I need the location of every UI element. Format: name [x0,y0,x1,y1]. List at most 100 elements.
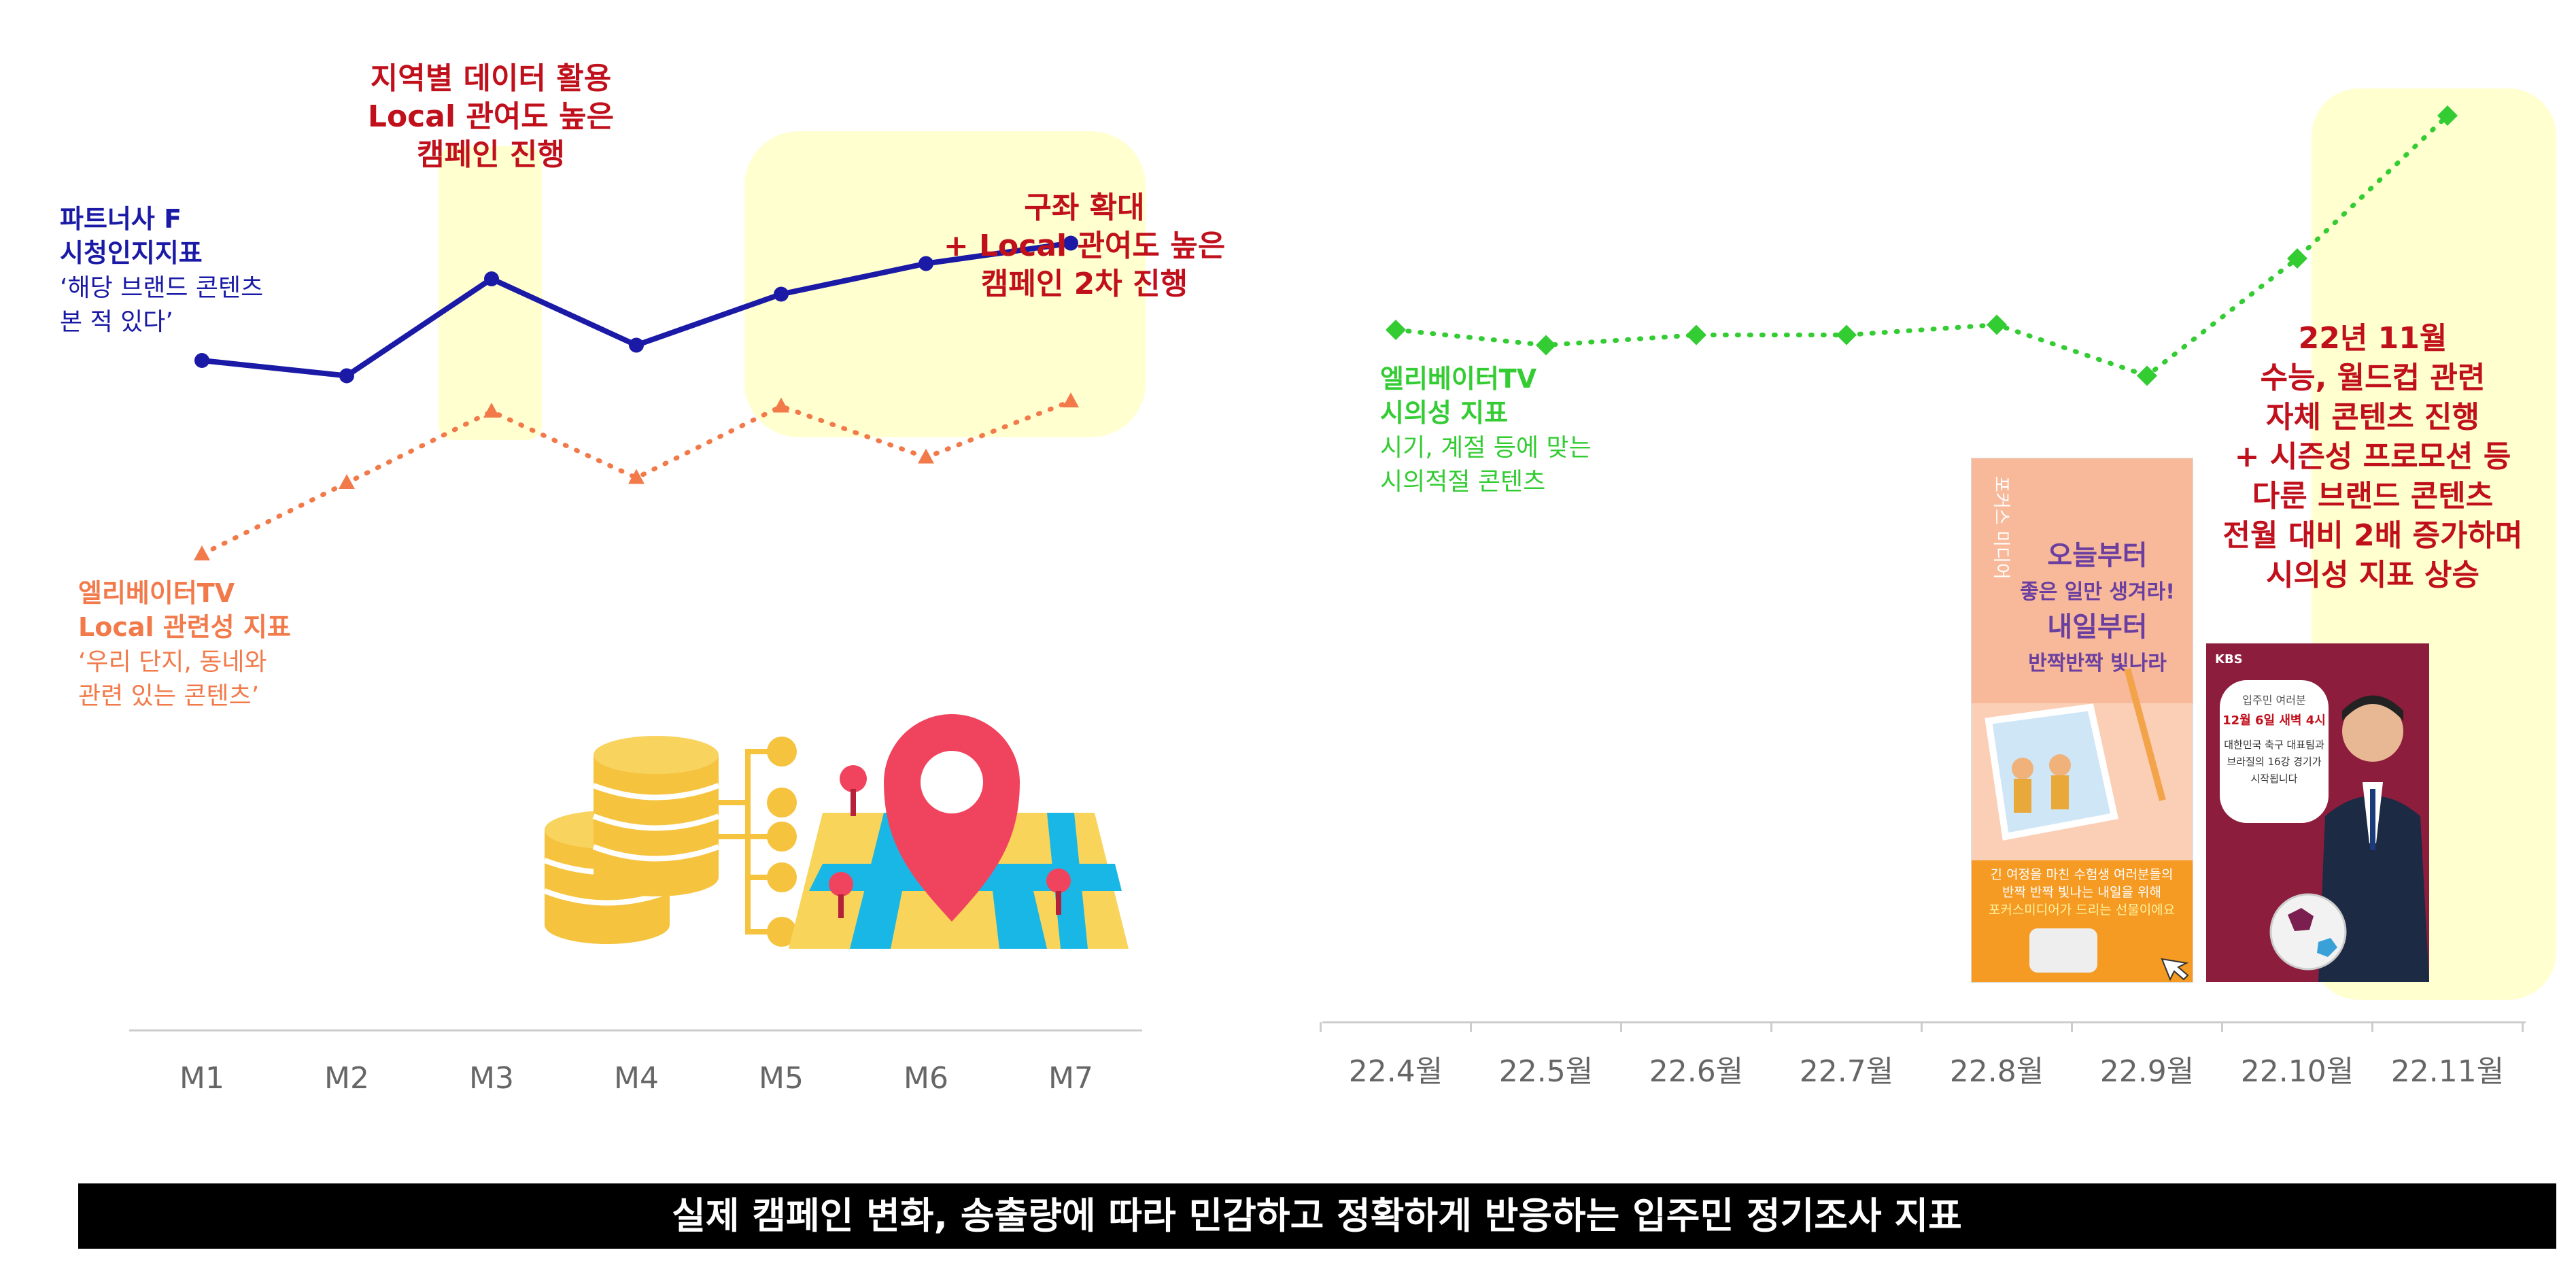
poster-bottom-1: 긴 여정을 마친 수험생 여러분들의 [1991,867,2174,882]
legend-series-desc: 관련 있는 콘텐츠’ [78,682,259,710]
data-point [629,337,644,353]
right-chart-series [1386,105,2458,386]
data-point [1836,324,1857,346]
x-tick-label: M7 [1048,1061,1093,1096]
footer-banner [78,1183,2556,1249]
poster-headline-2: 좋은 일만 생겨라! [2020,580,2175,604]
data-point [1386,320,1406,340]
left-line-chart: M1 M2 M3 M4 M5 M6 M7 파트너사 F 시청인지지표 ‘해당 브랜드 콘텐츠본 … [60,61,1225,1096]
bubble-line-2: 12월 6일 새벽 4시 [2222,713,2326,728]
x-tick-label: M2 [324,1061,369,1096]
database-icon [543,736,797,947]
data-point [194,353,209,368]
campaign-poster-csat: 포커스 미디어 오늘부터 좋은 일만 생겨라! 내일부터 반짝반짝 빛나라 긴 … [1971,458,2193,983]
data-point [2287,248,2307,269]
campaign-poster-worldcup: KBS 입주민 여러분 12월 6일 새벽 4시 대한민국 축구 대표팀과 브라… [2206,643,2429,982]
soccer-ball-icon [2269,893,2347,971]
data-point [774,286,789,302]
annotation-text: 22년 11월 [2299,321,2448,356]
legend-series-desc: ‘우리 단지, 동네와 [78,648,267,676]
poster-bottom-2: 반짝 반짝 빛나는 내일을 위해 [2002,885,2161,900]
data-point [1536,335,1556,356]
data-point [339,474,355,489]
x-tick-label: 22.9월 [2100,1054,2194,1089]
right-chart-tick-marks [1320,1022,2524,1032]
right-line-chart: 22.4월 22.5월 22.6월 22.7월 22.8월 22.9월 22.10월 22.1… [1320,88,2556,1089]
annotation-text: 전월 대비 2배 증가하며 [2223,518,2523,553]
data-point [918,448,934,464]
left-chart-series [194,235,1079,560]
speech-bubble [2220,680,2329,823]
bubble-line-1: 입주민 여러분 [2242,694,2305,707]
left-chart-highlights [439,131,1146,440]
bubble-line-5: 시작됩니다 [2250,773,2297,785]
legend-series-name: 시의성 지표 [1380,398,1508,428]
x-tick-label: 22.10월 [2241,1054,2354,1089]
legend-series-desc: 본 적 있다’ [60,308,173,336]
x-tick-label: M4 [614,1061,659,1096]
data-point [484,271,499,286]
data-point [483,403,500,418]
footer-text: 실제 캠페인 변화, 송출량에 따라 민감하고 정확하게 반응하는 입주민 정기… [672,1194,1962,1237]
x-tick-label: 22.5월 [1499,1054,1593,1089]
data-point [1987,314,2007,335]
x-tick-label: 22.6월 [1649,1054,1743,1089]
poster-kbs-logo: KBS [2215,652,2243,667]
legend-series-name: 엘리베이터TV [1380,364,1537,394]
map-pin-icon [789,714,1129,949]
annotation-text: + 시즌성 프로모션 등 [2235,439,2511,474]
annotation-text: 캠페인 진행 [417,137,565,172]
data-point [339,368,354,384]
data-point [1686,324,1706,346]
data-point [2137,365,2157,386]
data-point [918,256,933,271]
data-point [194,545,210,560]
annotation-text: 자체 콘텐츠 진행 [2266,400,2479,435]
poster-headline-1: 오늘부터 [2047,540,2147,571]
x-tick-label: M6 [904,1061,948,1096]
x-tick-label: 22.8월 [1950,1054,2044,1089]
highlight-box [744,131,1146,437]
earbuds-gift-icon [2029,928,2097,973]
x-tick-label: M5 [759,1061,804,1096]
data-point [773,397,789,413]
cursor-icon [2161,958,2189,981]
legend-series-desc: 시의적절 콘텐츠 [1380,468,1545,496]
poster-headline-3: 내일부터 [2047,611,2147,643]
annotation-text: Local 관여도 높은 [368,99,614,134]
x-tick-label: 22.7월 [1800,1054,1893,1089]
annotation-text: 시의성 지표 상승 [2266,558,2479,592]
photo-frame-icon [1985,703,2118,841]
annotation-text: 지역별 데이터 활용 [371,61,611,96]
bubble-line-4: 브라질의 16강 경기가 [2227,756,2321,768]
legend-series-name: 파트너사 F [60,204,182,234]
highlight-box [439,146,542,440]
poster-brand: 포커스 미디어 [1991,476,2011,579]
data-point [2437,105,2458,126]
x-tick-label: 22.11월 [2391,1054,2504,1089]
right-chart-x-ticks: 22.4월 22.5월 22.6월 22.7월 22.8월 22.9월 22.10월 22.1… [1349,1054,2504,1089]
legend-series-desc: 시기, 계절 등에 맞는 [1380,434,1592,462]
data-point [628,469,645,484]
legend-series-name: Local 관련성 지표 [78,612,291,642]
x-tick-label: 22.4월 [1349,1054,1443,1089]
x-tick-label: M3 [469,1061,514,1096]
legend-series-name: 엘리베이터TV [78,578,235,608]
annotation-text: 구좌 확대 [1024,190,1144,225]
annotation-text: + Local 관여도 높은 [944,229,1225,263]
legend-series-name: 시청인지지표 [60,238,203,268]
bubble-line-3: 대한민국 축구 대표팀과 [2224,739,2324,751]
poster-headline-4: 반짝반짝 빛나라 [2028,652,2167,675]
data-point [1063,392,1079,407]
left-chart-x-ticks: M1 M2 M3 M4 M5 M6 M7 [179,1061,1093,1096]
annotation-text: 수능, 월드컵 관련 [2261,360,2486,395]
x-tick-label: M1 [179,1061,224,1096]
annotation-text: 캠페인 2차 진행 [981,267,1188,301]
legend-series-desc: ‘해당 브랜드 콘텐츠 [60,274,263,302]
data-map-illustration [543,714,1129,949]
poster-bottom-3: 포커스미디어가 드리는 선물이에요 [1989,903,2175,917]
